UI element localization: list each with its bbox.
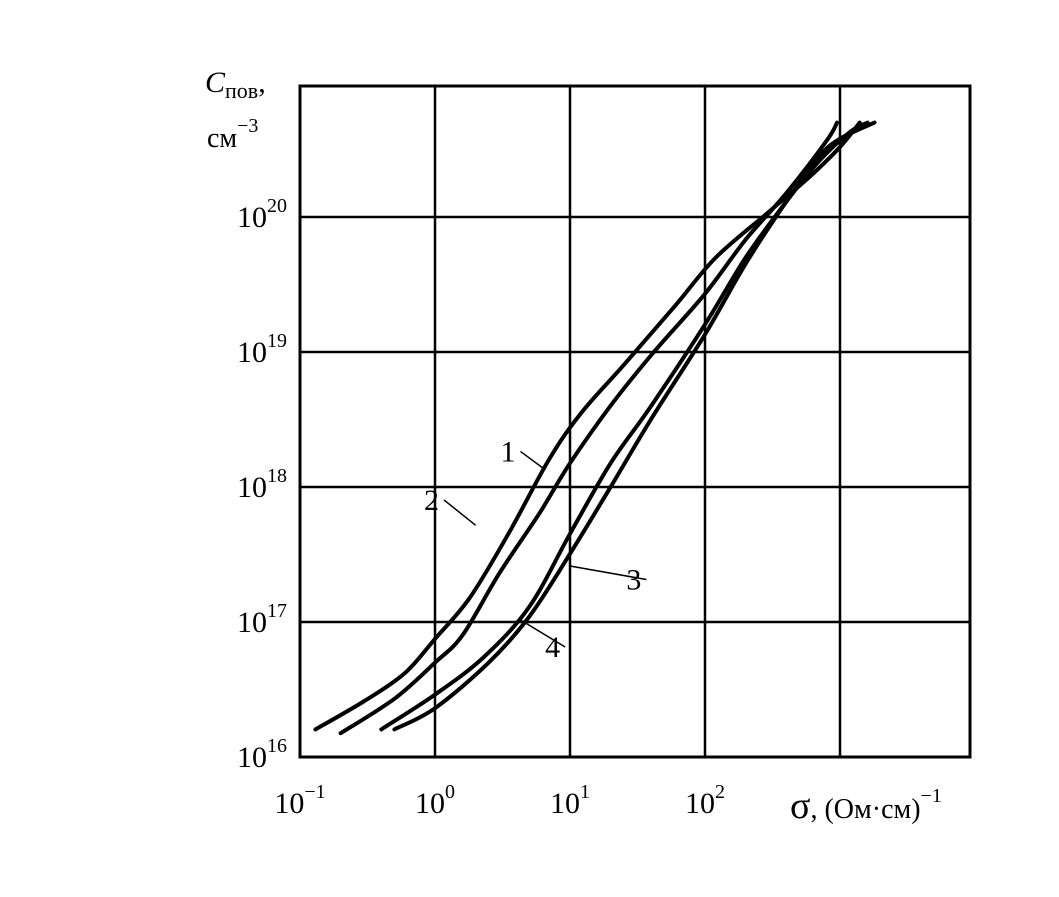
curve-label-1: 1: [500, 435, 515, 468]
y-tick-label: 1018: [237, 465, 287, 504]
label-leader-3: [569, 565, 647, 581]
curve-label-3: 3: [626, 564, 641, 597]
y-tick-label: 1017: [237, 600, 287, 639]
label-leader-2: [443, 499, 477, 526]
x-tick-label: 10−1: [274, 781, 325, 820]
y-axis-label-line2: см−3: [207, 115, 258, 154]
x-tick-label: 102: [685, 781, 725, 820]
curve-label-2: 2: [424, 484, 439, 517]
tick-labels: 10−1 100 101 102 1016 1017 1018 1019 1020: [237, 195, 725, 820]
plot-frame: [298, 84, 972, 759]
y-axis-label-line1: Cпов,: [205, 66, 266, 103]
x-tick-label: 100: [415, 781, 455, 820]
x-axis-label: σ, (Ом·см)−1: [790, 785, 942, 827]
series-group: [313, 120, 877, 736]
y-tick-label: 1019: [237, 330, 287, 369]
series-line-3: [379, 120, 870, 732]
series-line-2: [338, 120, 839, 736]
grid: [298, 84, 972, 759]
y-tick-label: 1020: [237, 195, 287, 234]
series-line-4: [392, 120, 877, 732]
x-tick-label: 101: [550, 781, 590, 820]
curve-label-4: 4: [545, 631, 560, 664]
label-leader-4: [518, 618, 566, 648]
y-tick-label: 1016: [237, 735, 287, 774]
curve-labels: 1 2 3 4: [424, 435, 647, 664]
label-leader-1: [520, 450, 546, 471]
